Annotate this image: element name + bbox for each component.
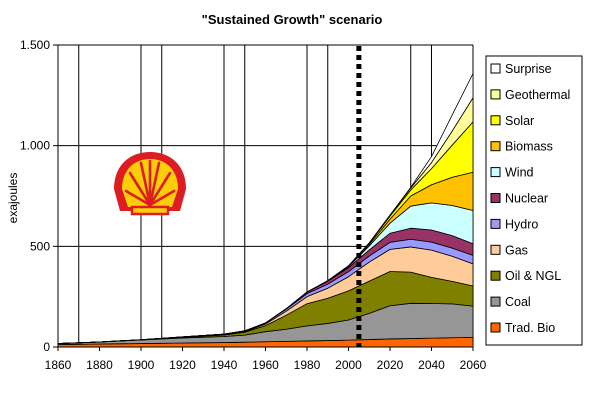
legend-swatch-coal: [490, 296, 501, 307]
legend-label-gas: Gas: [505, 243, 528, 257]
legend-label-oil-ngl: Oil & NGL: [505, 269, 561, 283]
legend-label-geothermal: Geothermal: [505, 88, 570, 102]
legend: Surprise Geothermal Solar Biomass Wind Nuclea…: [490, 62, 570, 335]
legend-label-wind: Wind: [505, 166, 534, 180]
x-tick-label-1980: 1980: [294, 358, 321, 372]
y-axis-label: exajoules: [6, 173, 20, 224]
x-tick-label-2040: 2040: [418, 358, 445, 372]
x-tick-label-1940: 1940: [211, 358, 238, 372]
legend-box: [485, 55, 583, 346]
legend-swatch-trad-bio: [490, 322, 501, 333]
y-tick-labels: 0 500 1.000 1.500: [20, 38, 50, 354]
legend-label-nuclear: Nuclear: [505, 192, 548, 206]
x-tick-label-1960: 1960: [252, 358, 279, 372]
legend-swatch-geothermal: [490, 89, 501, 100]
legend-swatch-wind: [490, 167, 501, 178]
y-tick-label-1500: 1.500: [20, 38, 50, 52]
area-surprise: [57, 73, 474, 344]
y-tick-label-0: 0: [43, 340, 50, 354]
stacked-areas: [57, 73, 474, 348]
legend-label-surprise: Surprise: [505, 62, 552, 76]
legend-swatch-hydro: [490, 218, 501, 229]
x-tick-label-1860: 1860: [45, 358, 72, 372]
x-tick-label-2060: 2060: [460, 358, 487, 372]
x-tick-label-2020: 2020: [377, 358, 404, 372]
x-tick-label-1920: 1920: [169, 358, 196, 372]
y-tick-label-500: 500: [30, 239, 50, 253]
legend-swatch-solar: [490, 115, 501, 126]
legend-swatch-gas: [490, 244, 501, 255]
x-tick-label-1900: 1900: [128, 358, 155, 372]
chart-title: "Sustained Growth" scenario: [202, 12, 383, 27]
legend-label-coal: Coal: [505, 295, 531, 309]
shell-logo-icon: [114, 152, 186, 216]
x-tick-label-1880: 1880: [86, 358, 113, 372]
legend-label-hydro: Hydro: [505, 217, 538, 231]
legend-label-trad-bio: Trad. Bio: [505, 321, 555, 335]
x-tick-label-2000: 2000: [335, 358, 362, 372]
legend-swatch-surprise: [490, 63, 501, 74]
legend-label-biomass: Biomass: [505, 140, 553, 154]
legend-swatch-nuclear: [490, 193, 501, 203]
x-tick-labels: 1860 1880 1900 1920 1940 1960 1980 2000 2020 2040…: [45, 358, 487, 372]
legend-swatch-biomass: [490, 141, 501, 152]
y-tick-label-1000: 1.000: [20, 139, 50, 153]
legend-swatch-oil-ngl: [490, 270, 501, 281]
legend-label-solar: Solar: [505, 114, 534, 128]
axes: [53, 44, 474, 351]
